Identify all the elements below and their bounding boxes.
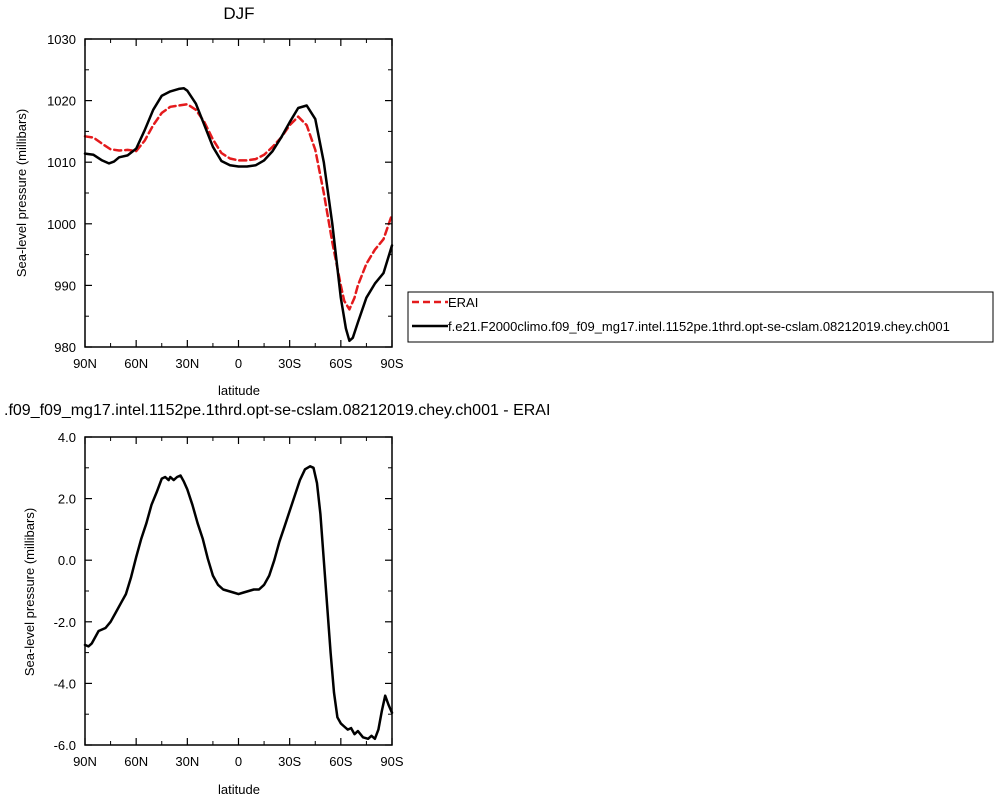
top-series-line-1 xyxy=(83,87,394,343)
bottom-chart-panel: .f09_f09_mg17.intel.1152pe.1thrd.opt-se-… xyxy=(4,402,550,797)
bottom-chart-title: .f09_f09_mg17.intel.1152pe.1thrd.opt-se-… xyxy=(4,402,550,419)
legend-label-erai: ERAI xyxy=(448,295,478,310)
bottom-chart-plot-area: 90N 60N 30N 0 30S 60S 90S -6.0 -4.0 -2.0 0.0 2.0 4.0 xyxy=(54,430,404,769)
top-x-tick-label: 30N xyxy=(175,356,199,371)
bottom-y-tick-label: -2.0 xyxy=(54,615,76,630)
top-y-tick-label: 1000 xyxy=(47,217,76,232)
bottom-y-tick-label: 0.0 xyxy=(58,553,76,568)
top-x-tick-label: 30S xyxy=(278,356,301,371)
bottom-y-tick-label: 4.0 xyxy=(58,430,76,445)
top-x-tick-label: 90N xyxy=(73,356,97,371)
top-y-tick-label: 990 xyxy=(54,278,76,293)
bottom-x-tick-label: 60S xyxy=(329,754,352,769)
bottom-x-tick-label: 0 xyxy=(235,754,242,769)
legend-label-model: f.e21.F2000climo.f09_f09_mg17.intel.1152… xyxy=(448,319,950,334)
top-chart-y-label: Sea-level pressure (millibars) xyxy=(14,109,29,277)
top-chart-plot-area: 90N 60N 30N 0 30S 60S 90S 980 990 1000 1010 1020 103… xyxy=(47,32,404,371)
bottom-y-tick-label: 2.0 xyxy=(58,492,76,507)
bottom-y-tick-label: -6.0 xyxy=(54,738,76,753)
top-plot-frame xyxy=(84,38,393,348)
top-x-tick-label: 60N xyxy=(124,356,148,371)
top-chart-panel: DJF 90N 60N 30N 0 30S 60S 90S 980 990 1000 1010 102… xyxy=(14,4,994,398)
bottom-chart-y-label: Sea-level pressure (millibars) xyxy=(22,508,37,676)
bottom-x-tick-label: 90S xyxy=(380,754,403,769)
bottom-x-tick-label: 30N xyxy=(175,754,199,769)
bottom-x-tick-label: 90N xyxy=(73,754,97,769)
top-chart-legend: ERAI f.e21.F2000climo.f09_f09_mg17.intel… xyxy=(407,291,994,343)
bottom-plot-frame xyxy=(84,436,393,746)
legend-box xyxy=(407,291,994,343)
top-chart-title: DJF xyxy=(223,4,254,23)
top-x-tick-label: 90S xyxy=(380,356,403,371)
bottom-x-tick-label: 60N xyxy=(124,754,148,769)
bottom-series-line-0 xyxy=(83,465,394,741)
bottom-x-tick-label: 30S xyxy=(278,754,301,769)
bottom-y-tick-label: -4.0 xyxy=(54,676,76,691)
top-y-tick-label: 1010 xyxy=(47,155,76,170)
top-x-tick-label: 0 xyxy=(235,356,242,371)
top-y-tick-label: 1030 xyxy=(47,32,76,47)
top-x-tick-label: 60S xyxy=(329,356,352,371)
top-series-line-0 xyxy=(83,103,394,311)
top-chart-x-label: latitude xyxy=(218,383,260,398)
bottom-chart-x-label: latitude xyxy=(218,782,260,797)
top-y-tick-label: 1020 xyxy=(47,94,76,109)
top-y-tick-label: 980 xyxy=(54,340,76,355)
